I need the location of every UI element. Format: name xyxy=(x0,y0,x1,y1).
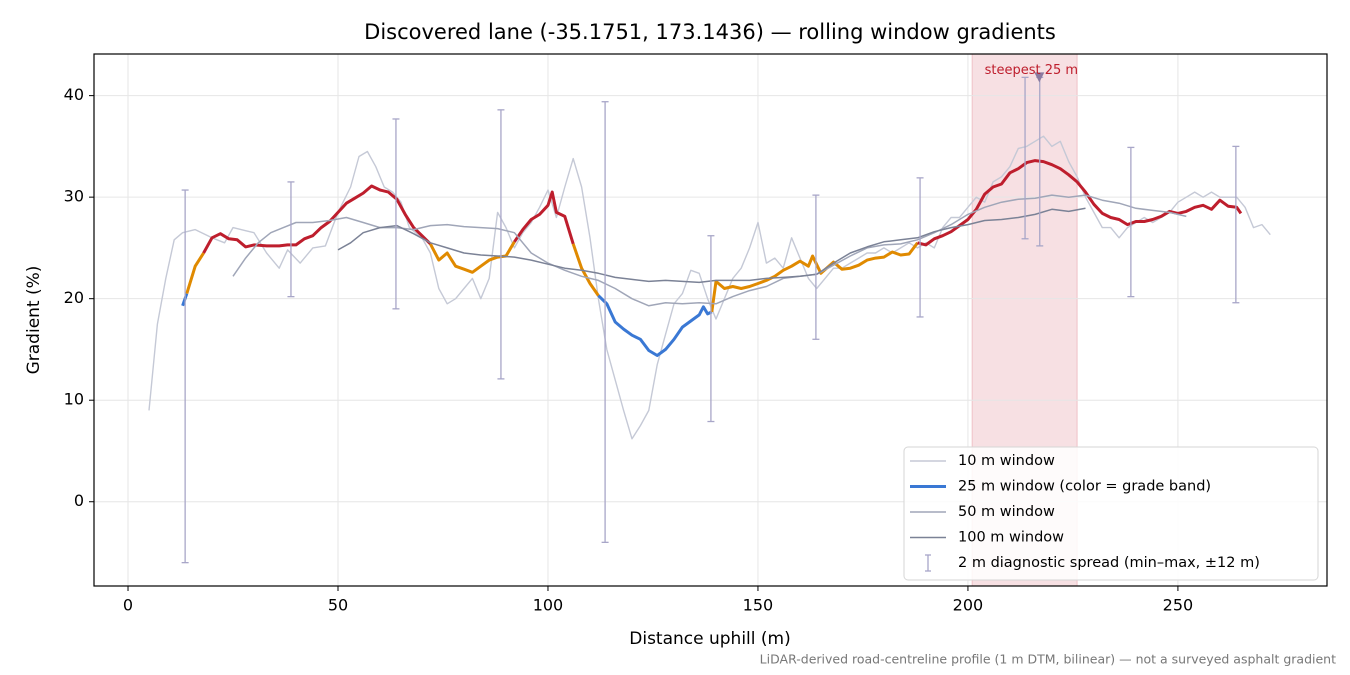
legend-label: 25 m window (color = grade band) xyxy=(958,479,1211,495)
y-tick-label: 20 xyxy=(64,288,84,307)
legend-label: 50 m window xyxy=(958,504,1055,520)
line-band-segment xyxy=(513,190,575,245)
x-tick-label: 0 xyxy=(123,596,133,615)
footnote: LiDAR-derived road-centreline profile (1… xyxy=(760,652,1336,667)
line-band-segment xyxy=(710,241,919,313)
legend-label: 2 m diagnostic spread (min–max, ±12 m) xyxy=(958,555,1260,571)
error-bar xyxy=(601,101,609,543)
line-band-segment xyxy=(917,159,1243,247)
legend-swatch xyxy=(925,554,931,572)
plot-frame xyxy=(93,53,1328,587)
legend-box xyxy=(903,446,1319,581)
line-band-segment xyxy=(597,294,713,357)
x-tick-label: 250 xyxy=(1163,596,1194,615)
legend-label: 10 m window xyxy=(958,453,1055,469)
line-band-segment xyxy=(571,243,600,297)
error-bar xyxy=(812,194,820,340)
error-bar xyxy=(287,181,295,298)
chart-title: Discovered lane (-35.1751, 173.1436) — r… xyxy=(364,20,1056,44)
y-tick-label: 0 xyxy=(74,491,84,510)
annotation-text: steepest 25 m xyxy=(985,63,1078,78)
error-bar xyxy=(916,177,924,318)
x-tick-label: 150 xyxy=(743,596,774,615)
line xyxy=(232,194,1187,307)
x-axis-label: Distance uphill (m) xyxy=(629,629,790,649)
line xyxy=(148,135,1271,440)
error-bar xyxy=(1127,146,1135,298)
error-bar xyxy=(1232,145,1240,304)
annotation-marker xyxy=(1034,72,1045,83)
line xyxy=(337,207,1086,284)
error-bar xyxy=(392,118,400,310)
y-tick-label: 30 xyxy=(64,187,84,206)
x-tick-label: 100 xyxy=(533,596,564,615)
line-band-segment xyxy=(185,252,205,295)
y-tick-label: 40 xyxy=(64,85,84,104)
x-tick-label: 50 xyxy=(328,596,348,615)
line-band-segment xyxy=(202,184,432,254)
y-axis-label: Gradient (%) xyxy=(24,266,44,375)
error-bar xyxy=(707,235,715,423)
error-bar xyxy=(497,109,505,380)
error-bar xyxy=(1021,76,1029,240)
x-tick-label: 200 xyxy=(953,596,984,615)
error-bar xyxy=(181,189,189,564)
legend-label: 100 m window xyxy=(958,530,1064,546)
y-tick-label: 10 xyxy=(64,390,84,409)
